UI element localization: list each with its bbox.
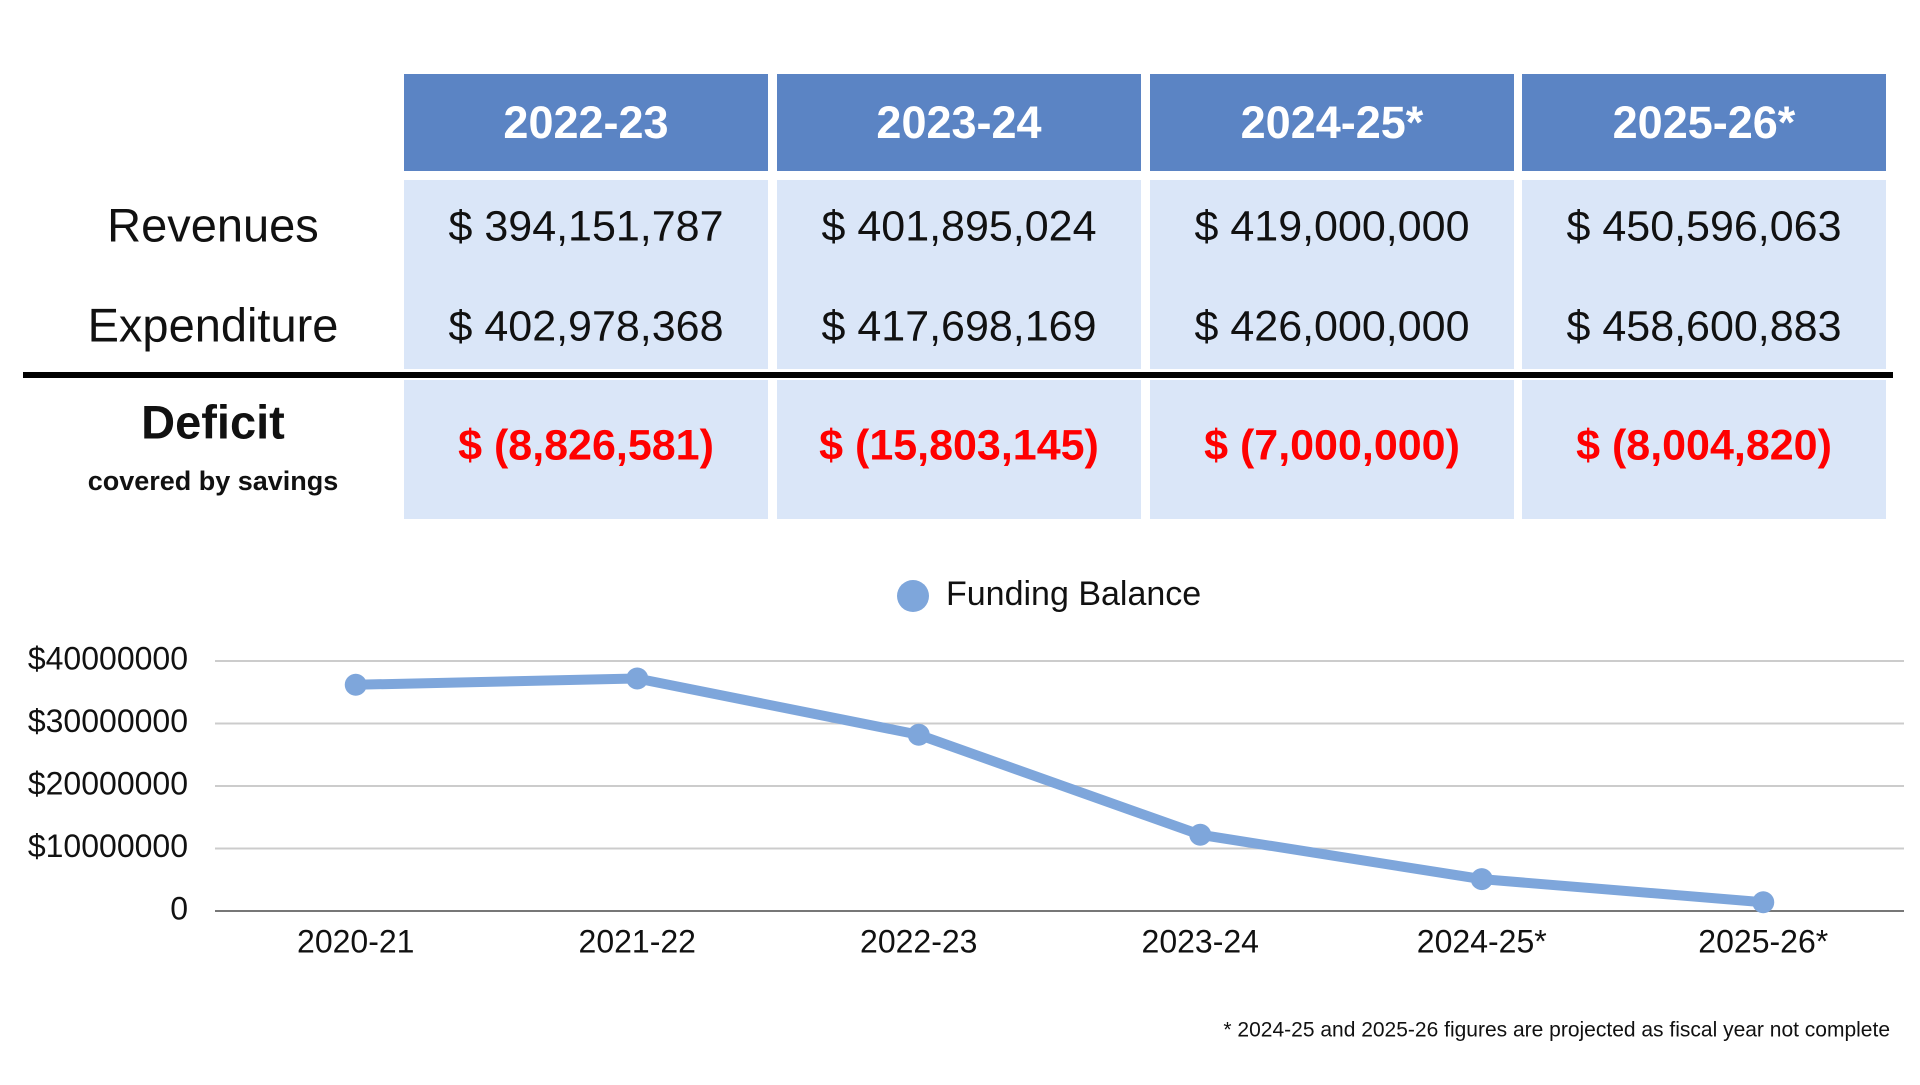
cell-value: $ 426,000,000 <box>1195 302 1470 350</box>
body-cell <box>777 180 1141 369</box>
marker <box>1189 823 1212 846</box>
line <box>355 673 1764 908</box>
cell-value: $ 419,000,000 <box>1195 202 1470 250</box>
header-text: 2022-23 <box>503 97 668 148</box>
marker <box>344 673 367 696</box>
header-text: 2025-26* <box>1613 97 1796 148</box>
header-cell <box>1522 74 1886 171</box>
x-tick-label: 2020-21 <box>297 923 414 959</box>
row-label: Revenues <box>107 198 319 251</box>
legend-label: Funding Balance <box>946 575 1201 613</box>
cell-value: $ (15,803,145) <box>819 421 1099 469</box>
row-sublabel: covered by savings <box>88 466 339 496</box>
x-tick-label: 2024-25* <box>1417 923 1547 959</box>
footnote: * 2024-25 and 2025-26 figures are projec… <box>1223 1019 1890 1042</box>
x-tick-label: 2022-23 <box>860 923 977 959</box>
cell-value: $ 401,895,024 <box>822 202 1097 250</box>
marker <box>1752 891 1775 914</box>
cell-value: $ (7,000,000) <box>1204 421 1460 469</box>
cell-value: $ 402,978,368 <box>449 302 724 350</box>
marker <box>626 667 649 690</box>
y-tick-label: 0 <box>170 890 188 926</box>
y-tick-label: $40000000 <box>28 640 188 676</box>
body-cell <box>404 180 768 369</box>
deficit-cell <box>1522 380 1886 519</box>
deficit-cell <box>404 380 768 519</box>
header-text: 2023-24 <box>876 97 1041 148</box>
divider <box>23 372 1893 378</box>
header-cell <box>404 74 768 171</box>
cell-value: $ 417,698,169 <box>822 302 1097 350</box>
y-tick-label: $30000000 <box>28 703 188 739</box>
cell-value: $ 394,151,787 <box>449 202 724 250</box>
y-tick-label: $20000000 <box>28 765 188 801</box>
cell-value: $ 458,600,883 <box>1567 302 1842 350</box>
row-label: Expenditure <box>88 298 339 351</box>
marker <box>907 723 930 746</box>
marker <box>1470 868 1493 891</box>
x-tick-label: 2023-24 <box>1142 923 1259 959</box>
cell-value: $ (8,826,581) <box>458 421 714 469</box>
legend-swatch <box>897 580 929 612</box>
deficit-cell <box>777 380 1141 519</box>
x-tick-label: 2021-22 <box>579 923 696 959</box>
header-text: 2024-25* <box>1241 97 1424 148</box>
x-tick-label: 2025-26* <box>1698 923 1828 959</box>
y-tick-label: $10000000 <box>28 828 188 864</box>
cell-value: $ (8,004,820) <box>1576 421 1832 469</box>
header-cell <box>777 74 1141 171</box>
header-cell <box>1150 74 1514 171</box>
deficit-cell <box>1150 380 1514 519</box>
row-label: Deficit <box>141 395 285 448</box>
body-cell <box>1522 180 1886 369</box>
body-cell <box>1150 180 1514 369</box>
cell-value: $ 450,596,063 <box>1567 202 1842 250</box>
